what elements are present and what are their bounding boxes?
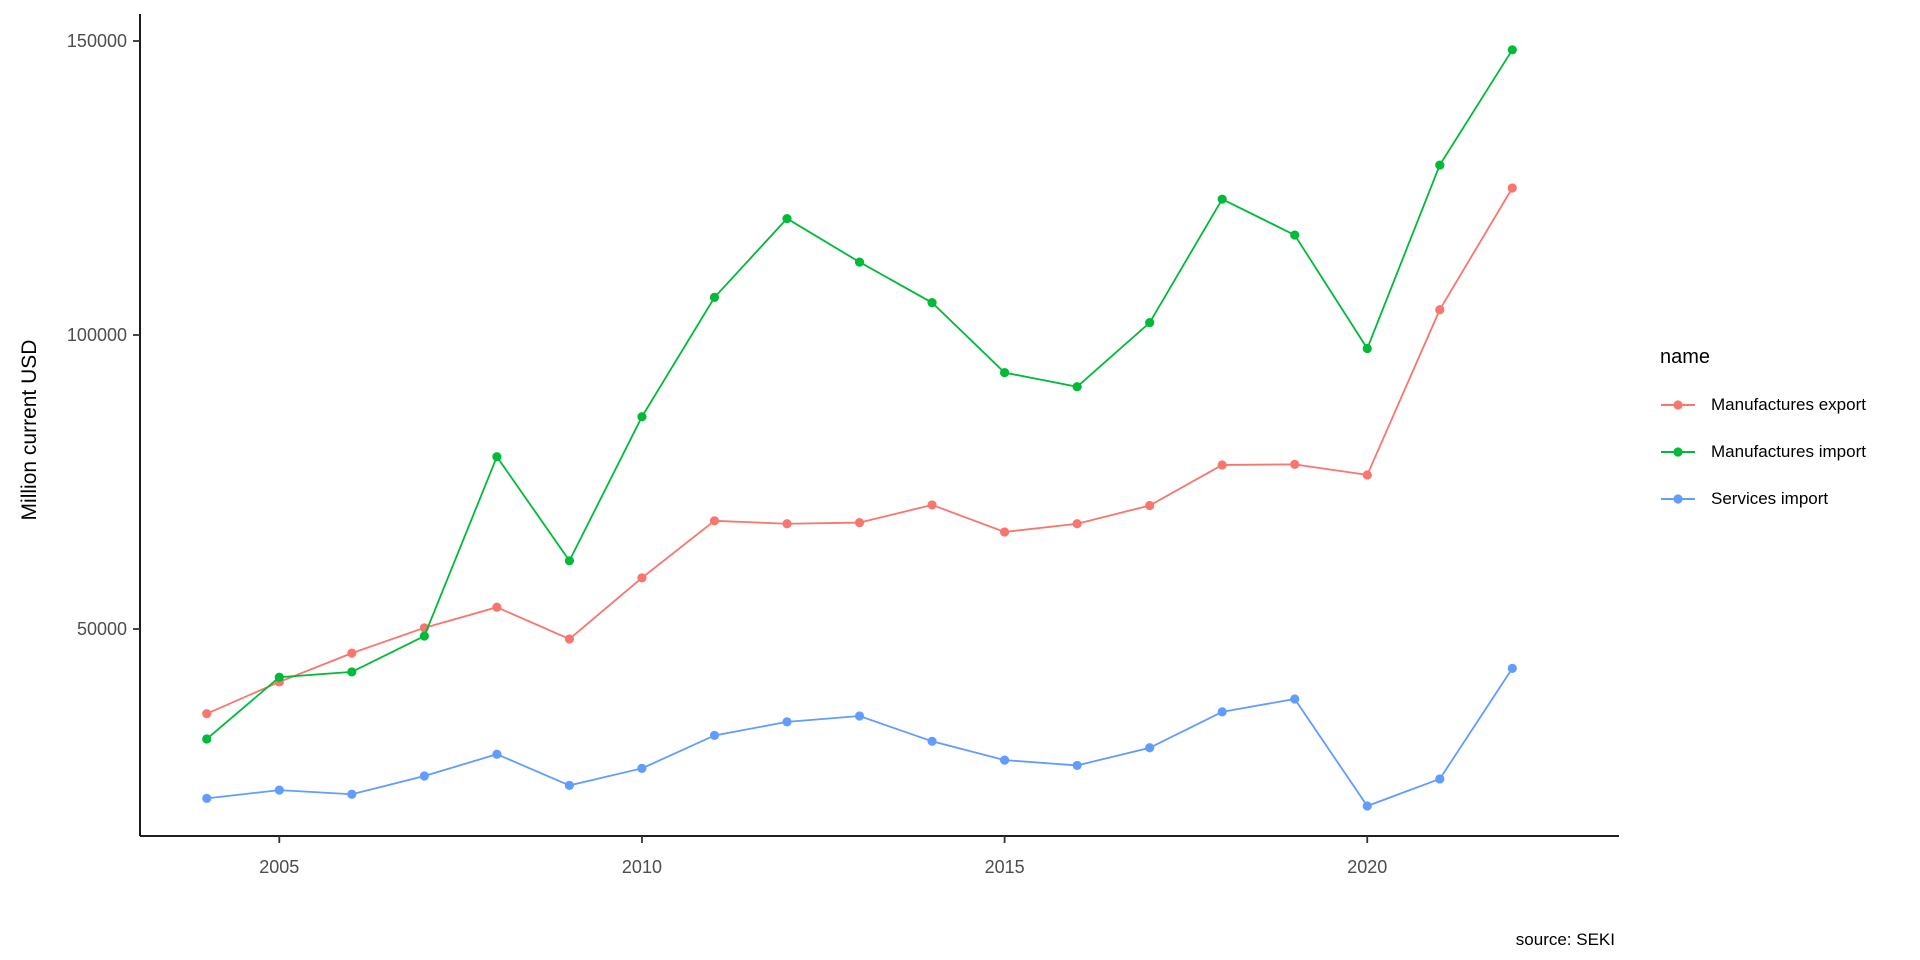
data-point bbox=[1217, 460, 1227, 470]
data-point bbox=[1072, 382, 1082, 392]
data-point bbox=[1072, 519, 1082, 529]
data-point bbox=[347, 789, 357, 799]
legend-item-services-import: Services import bbox=[1660, 489, 1910, 509]
data-point bbox=[709, 730, 720, 741]
data-point bbox=[637, 412, 647, 422]
legend-label: Manufactures export bbox=[1711, 395, 1866, 414]
data-point bbox=[492, 749, 502, 759]
data-point bbox=[564, 556, 575, 566]
legend-label: Manufactures import bbox=[1711, 442, 1866, 461]
data-point bbox=[927, 298, 937, 308]
x-tick-label: 2020 bbox=[1347, 857, 1387, 877]
data-point bbox=[1145, 743, 1155, 753]
y-tick-label: 100000 bbox=[67, 325, 127, 345]
legend-key-line-dot-icon bbox=[1661, 494, 1695, 504]
legend-item-manufactures-export: Manufactures export bbox=[1660, 395, 1910, 415]
y-tick-label: 150000 bbox=[67, 31, 127, 51]
legend: name Manufactures export Manufactures im… bbox=[1660, 346, 1910, 509]
data-point bbox=[1145, 318, 1155, 328]
data-point bbox=[1145, 500, 1155, 511]
x-tick-label: 2015 bbox=[985, 857, 1025, 877]
data-point bbox=[1217, 707, 1227, 717]
data-point bbox=[1435, 160, 1445, 170]
data-point bbox=[274, 785, 284, 795]
data-point bbox=[1507, 663, 1517, 673]
data-point bbox=[1435, 774, 1445, 784]
y-tick-label: 50000 bbox=[77, 619, 127, 639]
x-tick-label: 2010 bbox=[622, 857, 662, 877]
data-point bbox=[927, 736, 937, 746]
data-point bbox=[564, 634, 575, 644]
data-point bbox=[637, 573, 647, 583]
data-point bbox=[347, 667, 357, 677]
data-point bbox=[782, 717, 792, 727]
data-point bbox=[564, 780, 575, 791]
data-point bbox=[709, 516, 720, 526]
data-point bbox=[1362, 343, 1372, 354]
data-point bbox=[854, 257, 865, 267]
data-point bbox=[854, 517, 865, 528]
data-point bbox=[274, 672, 284, 682]
source-caption: source: SEKI bbox=[1515, 930, 1615, 949]
data-point bbox=[1000, 527, 1010, 537]
data-point bbox=[202, 709, 212, 719]
data-point bbox=[1507, 45, 1517, 55]
series-line-services-import bbox=[206, 667, 1514, 808]
legend-label: Services import bbox=[1711, 489, 1829, 508]
data-point bbox=[1217, 194, 1227, 204]
data-point bbox=[1000, 755, 1010, 765]
data-point bbox=[1000, 368, 1010, 378]
data-point bbox=[1507, 183, 1517, 193]
legend-title: name bbox=[1660, 346, 1711, 368]
data-point bbox=[927, 500, 937, 510]
data-point bbox=[1290, 459, 1300, 469]
legend-key-line-dot-icon bbox=[1661, 447, 1695, 457]
data-point bbox=[637, 763, 647, 773]
data-point bbox=[1362, 470, 1372, 480]
data-point bbox=[1362, 801, 1372, 811]
data-point bbox=[782, 213, 792, 224]
data-point bbox=[419, 631, 429, 641]
data-point bbox=[1290, 230, 1300, 240]
legend-item-manufactures-import: Manufactures import bbox=[1660, 442, 1910, 462]
data-point bbox=[1435, 305, 1445, 315]
data-point bbox=[419, 771, 429, 781]
data-point bbox=[492, 452, 502, 462]
series-line-manufactures-export bbox=[206, 187, 1514, 715]
data-point bbox=[492, 602, 502, 612]
data-point bbox=[202, 793, 212, 803]
data-point bbox=[854, 711, 865, 721]
x-tick-label: 2005 bbox=[259, 857, 299, 877]
data-point bbox=[709, 292, 720, 302]
data-point bbox=[782, 519, 792, 529]
data-point bbox=[202, 734, 212, 744]
data-point bbox=[1290, 694, 1300, 704]
data-point bbox=[1072, 760, 1082, 771]
legend-key-line-dot-icon bbox=[1661, 400, 1695, 410]
data-point bbox=[347, 648, 357, 658]
